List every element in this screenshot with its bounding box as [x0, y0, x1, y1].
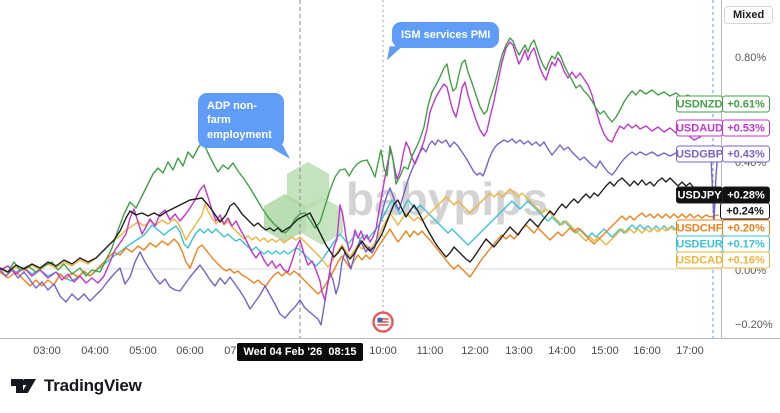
x-axis-label: 14:00 — [548, 345, 576, 357]
tradingview-attribution[interactable]: TradingView — [10, 376, 142, 396]
time-axis-border — [0, 338, 780, 339]
x-axis-label: 04:00 — [81, 345, 109, 357]
price-label-usdjpy[interactable]: USDJPY +0.28% — [676, 186, 770, 204]
x-axis-label: 12:00 — [461, 345, 489, 357]
price-lines-canvas[interactable] — [0, 0, 721, 338]
pair-name: USDEUR — [676, 235, 723, 253]
pair-name: USDCHF — [676, 219, 723, 237]
annotation-adp-nonfarm[interactable]: ADP non-farm employment — [198, 93, 290, 159]
price-label-usdaud[interactable]: USDAUD +0.53% — [676, 119, 770, 137]
pair-name: USDCAD — [676, 251, 723, 269]
pair-change-value: +0.43% — [722, 145, 770, 163]
pair-change-value: +0.17% — [722, 235, 770, 253]
annotation-text: ADP non-farm — [207, 100, 257, 127]
price-axis-border — [721, 0, 722, 338]
price-label-usdgbp[interactable]: USDGBP +0.43% — [676, 145, 770, 163]
status-badge: Mixed — [724, 6, 774, 24]
price-axis[interactable]: 0.80% 0.40% 0.00% −0.20% — [722, 0, 780, 338]
series-line-usdchf[interactable] — [0, 212, 719, 295]
pair-change-value: +0.28% — [722, 186, 770, 204]
pair-change-value: +0.20% — [722, 219, 770, 237]
pair-name: USDGBP — [676, 145, 723, 163]
price-label-usdeur[interactable]: USDEUR +0.17% — [676, 235, 770, 253]
pair-name: USDAUD — [676, 119, 723, 137]
time-axis[interactable]: 03:0004:0005:0006:0007:0008:0009:0010:00… — [0, 339, 780, 366]
x-axis-label: 10:00 — [369, 345, 397, 357]
pair-change-value: +0.16% — [722, 251, 770, 269]
series-line-usdnzd[interactable] — [0, 37, 719, 277]
chart-plot-area[interactable]: babypips ADP non-farm employment ISM ser… — [0, 0, 721, 338]
price-label-usdchf[interactable]: USDCHF +0.20% — [676, 219, 770, 237]
annotation-text: ISM services PMI — [401, 29, 491, 41]
x-axis-label: 06:00 — [176, 345, 204, 357]
x-axis-label: 13:00 — [505, 345, 533, 357]
price-label-usdcad[interactable]: USDCAD +0.16% — [676, 251, 770, 269]
pair-name: USDJPY — [676, 186, 723, 204]
pair-change-value: +0.61% — [722, 95, 770, 113]
pair-change-value: +0.53% — [722, 119, 770, 137]
y-axis-label: −0.20% — [735, 319, 773, 331]
y-axis-label: 0.80% — [735, 52, 767, 64]
tradingview-logo-text: TradingView — [44, 376, 142, 395]
x-axis-label: 15:00 — [591, 345, 619, 357]
axis-corner — [712, 339, 780, 366]
price-label-usdnzd[interactable]: USDNZD +0.61% — [676, 95, 770, 113]
annotation-ism-pmi[interactable]: ISM services PMI — [387, 22, 500, 61]
x-axis-label: 03:00 — [33, 345, 61, 357]
x-axis-label: 16:00 — [633, 345, 661, 357]
x-axis-label: 17:00 — [676, 345, 704, 357]
us-flag-event-icon[interactable] — [372, 311, 394, 333]
tradingview-logo-icon — [11, 379, 36, 393]
series-line-usdcad[interactable] — [0, 188, 719, 274]
pair-name: USDNZD — [676, 95, 723, 113]
series-line-usdjpy[interactable] — [0, 177, 719, 273]
annotation-text: employment — [207, 128, 272, 141]
crosshair-time-label: Wed 04 Feb '26 08:15 — [237, 343, 363, 361]
series-line-usdgbp[interactable] — [0, 138, 719, 326]
x-axis-label: 11:00 — [416, 345, 444, 357]
x-axis-label: 05:00 — [129, 345, 157, 357]
crosshair-price-label: +0.24% — [720, 202, 770, 220]
